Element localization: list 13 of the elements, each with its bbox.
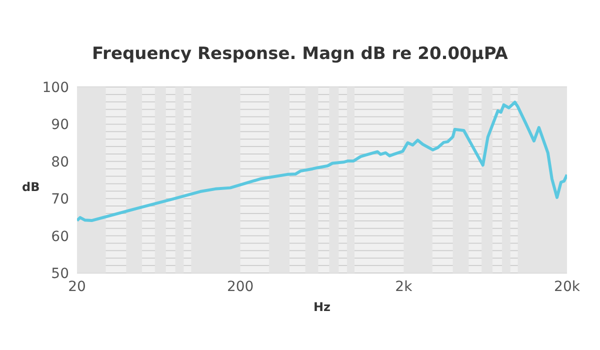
- y-tick-label: 90: [51, 117, 69, 134]
- y-axis-title: dB: [22, 180, 40, 194]
- x-tick-label: 200: [226, 278, 254, 295]
- y-tick-label: 80: [51, 154, 69, 170]
- x-tick-label: 20: [68, 278, 86, 295]
- y-tick-label: 60: [51, 228, 69, 245]
- y-tick-label: 50: [51, 266, 69, 282]
- x-tick-label: 20k: [554, 278, 581, 295]
- y-tick-label: 100: [42, 80, 69, 96]
- y-tick-label: 70: [51, 192, 69, 208]
- x-axis-title: Hz: [312, 300, 332, 314]
- x-tick-label: 2k: [395, 278, 414, 295]
- chart-title: Frequency Response. Magn dB re 20.00μPA: [91, 44, 509, 64]
